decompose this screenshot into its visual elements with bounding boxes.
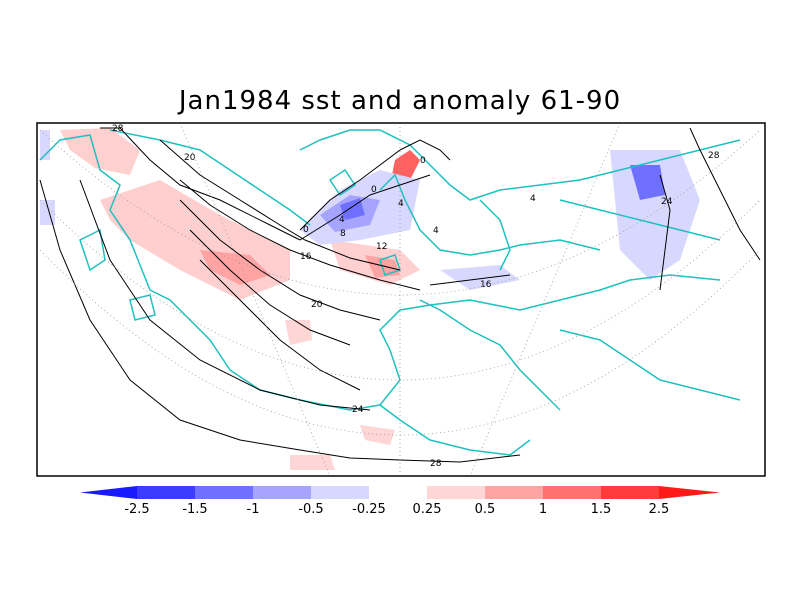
contour-label: 12 <box>376 242 387 252</box>
colorbar-tick-label: 1 <box>539 502 547 517</box>
map-plot-area: 28 20 0 4 8 12 16 16 20 24 28 24 28 0 4 … <box>39 123 761 476</box>
negative-anomaly-area <box>340 198 365 220</box>
colorbar-tick-label: 2.5 <box>649 502 670 517</box>
contour-label: 28 <box>112 124 124 134</box>
contour-line <box>179 179 421 291</box>
contour-label: 24 <box>352 405 364 415</box>
positive-anomaly-area <box>60 128 140 175</box>
positive-anomaly-area <box>290 455 335 470</box>
contour-label: 0 <box>420 156 426 166</box>
colorbar-segment <box>80 486 137 499</box>
contour-label: 4 <box>433 226 439 236</box>
colorbar-segment <box>427 486 485 499</box>
contour-label: 28 <box>430 459 442 469</box>
colorbar-segment <box>195 486 253 499</box>
contour-label: 4 <box>398 199 404 209</box>
colorbar-tick-label: -1 <box>247 502 260 517</box>
colorbar-segment <box>543 486 601 499</box>
colorbar-segment <box>369 486 427 499</box>
contour-label: 4 <box>339 215 345 225</box>
contour-labels: 28 20 0 4 8 12 16 16 20 24 28 24 28 0 4 … <box>112 124 720 469</box>
colorbar-tick-label: 0.25 <box>413 502 442 517</box>
colorbar-tick-label: -1.5 <box>182 502 207 517</box>
contour-line <box>39 179 521 463</box>
contour-label: 8 <box>340 229 346 239</box>
anomaly-shading <box>40 128 700 470</box>
positive-anomaly-area <box>100 180 290 300</box>
colorbar-segment <box>311 486 369 499</box>
negative-anomaly-area <box>40 200 55 225</box>
contour-label: 4 <box>530 194 536 204</box>
contour-line <box>399 139 451 161</box>
contour-label: 20 <box>311 300 323 310</box>
contour-label: 0 <box>371 185 377 195</box>
map-title: Jan1984 sst and anomaly 61-90 <box>178 86 622 116</box>
contour-label: 16 <box>480 280 492 290</box>
map-frame <box>36 122 766 477</box>
contour-label: 20 <box>184 153 196 163</box>
contour-line <box>689 127 761 261</box>
colorbar-segment <box>601 486 659 499</box>
colorbar-tick-label: 1.5 <box>591 502 612 517</box>
contour-line <box>659 174 671 291</box>
colorbar-segment <box>253 486 311 499</box>
positive-anomaly-area <box>285 320 312 345</box>
contour-line <box>429 274 511 286</box>
contour-line <box>189 229 351 346</box>
contour-line <box>299 149 401 231</box>
negative-anomaly-area <box>440 265 520 290</box>
contour-label: 28 <box>708 151 720 161</box>
colorbar-tick-label: -0.25 <box>352 502 386 517</box>
colorbar-segment <box>485 486 543 499</box>
contour-line <box>199 259 361 391</box>
colorbar-tick-label: 0.5 <box>475 502 496 517</box>
contour-label: 24 <box>661 197 673 207</box>
positive-anomaly-area <box>360 425 395 445</box>
contour-line <box>79 179 371 411</box>
contour-label: 0 <box>303 225 309 235</box>
contour-line <box>159 139 401 271</box>
colorbar-tick-label: -0.5 <box>298 502 323 517</box>
contour-line <box>179 199 381 321</box>
contour-label: 16 <box>300 252 312 262</box>
graticule <box>39 123 761 476</box>
positive-anomaly-area <box>200 250 270 285</box>
contour-line <box>100 127 301 241</box>
colorbar: -2.5 -1.5 -1 -0.5 -0.25 0.25 0.5 1 1.5 2.5 <box>80 486 720 517</box>
sst-contours <box>39 127 761 463</box>
colorbar-segment <box>659 486 720 499</box>
colorbar-tick-label: -2.5 <box>124 502 149 517</box>
colorbar-segment <box>137 486 195 499</box>
negative-anomaly-area <box>610 150 700 280</box>
negative-anomaly-area <box>630 165 665 200</box>
contour-line <box>299 174 431 241</box>
